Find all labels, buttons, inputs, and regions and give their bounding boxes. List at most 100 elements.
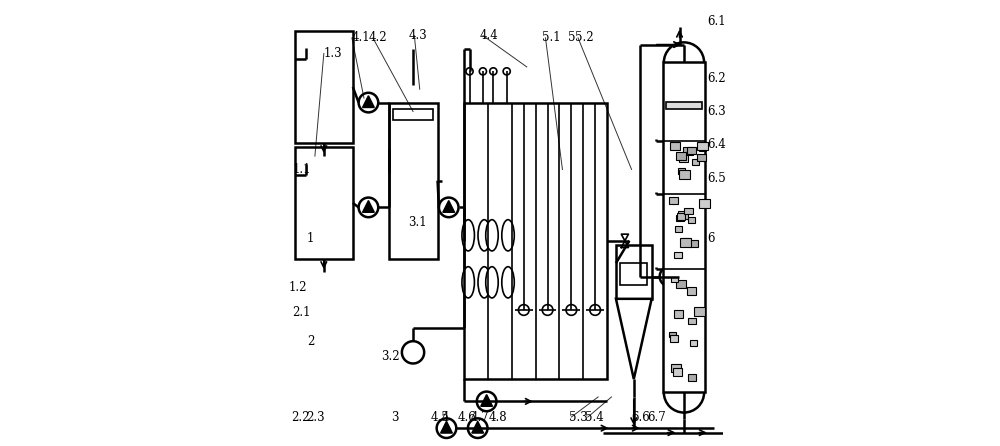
Ellipse shape: [462, 267, 474, 298]
Bar: [295, 31, 353, 143]
Ellipse shape: [462, 220, 474, 251]
Polygon shape: [441, 421, 452, 433]
Text: 5.4: 5.4: [585, 410, 603, 424]
Text: 6.3: 6.3: [707, 105, 726, 118]
Text: 2.2: 2.2: [291, 410, 310, 424]
Bar: [694, 307, 705, 316]
Bar: [692, 159, 699, 165]
Bar: [689, 240, 698, 247]
Circle shape: [359, 93, 378, 112]
Bar: [675, 226, 682, 232]
Circle shape: [477, 392, 496, 411]
Text: 4.8: 4.8: [489, 410, 507, 424]
Text: 3: 3: [391, 410, 398, 424]
Ellipse shape: [486, 220, 498, 251]
Bar: [671, 364, 681, 372]
Text: 5: 5: [568, 31, 575, 45]
Circle shape: [660, 267, 679, 286]
Bar: [699, 199, 710, 208]
Bar: [698, 144, 706, 150]
Text: 4.2: 4.2: [368, 31, 387, 45]
Text: 4.1: 4.1: [352, 31, 371, 45]
Text: 6.7: 6.7: [647, 410, 666, 424]
Bar: [295, 147, 353, 259]
Bar: [676, 153, 686, 160]
Text: 1.1: 1.1: [293, 163, 311, 176]
Circle shape: [466, 68, 473, 75]
Text: 4.5: 4.5: [431, 410, 450, 424]
Bar: [674, 252, 682, 259]
Polygon shape: [363, 201, 374, 212]
Text: 2.1: 2.1: [293, 306, 311, 319]
Polygon shape: [472, 421, 484, 433]
Bar: [393, 109, 433, 120]
Text: 3.1: 3.1: [409, 216, 427, 230]
Text: 4.7: 4.7: [471, 410, 490, 424]
Bar: [677, 213, 685, 220]
Bar: [669, 197, 678, 204]
Text: 6.5: 6.5: [707, 172, 726, 185]
Text: 5.2: 5.2: [575, 31, 594, 45]
Bar: [697, 154, 706, 161]
Bar: [679, 155, 688, 161]
Text: 6.6: 6.6: [632, 410, 650, 424]
Polygon shape: [616, 299, 652, 379]
Circle shape: [479, 68, 486, 75]
Text: 4.4: 4.4: [480, 29, 499, 42]
Circle shape: [437, 418, 456, 438]
Text: 4.6: 4.6: [458, 410, 476, 424]
Circle shape: [359, 198, 378, 217]
Circle shape: [590, 305, 600, 315]
Text: 2: 2: [307, 334, 314, 348]
Circle shape: [439, 198, 459, 217]
Ellipse shape: [478, 220, 490, 251]
Text: 6.2: 6.2: [707, 71, 726, 85]
Polygon shape: [363, 96, 374, 107]
Bar: [676, 280, 686, 288]
Ellipse shape: [502, 220, 514, 251]
Text: 3.2: 3.2: [381, 350, 400, 363]
Bar: [676, 215, 684, 221]
Text: 1: 1: [307, 232, 314, 245]
Bar: [666, 102, 702, 109]
Bar: [678, 168, 685, 174]
Bar: [679, 170, 690, 179]
Bar: [678, 211, 688, 219]
Text: 2.3: 2.3: [306, 410, 325, 424]
Polygon shape: [443, 201, 455, 212]
Bar: [680, 238, 691, 247]
Circle shape: [542, 305, 553, 315]
Ellipse shape: [502, 267, 514, 298]
Bar: [688, 375, 696, 381]
Circle shape: [402, 341, 424, 363]
Bar: [670, 335, 678, 342]
Circle shape: [490, 68, 497, 75]
Text: 5.3: 5.3: [569, 410, 588, 424]
Bar: [669, 332, 676, 337]
Text: 1.3: 1.3: [324, 47, 342, 60]
Bar: [697, 142, 708, 150]
Bar: [688, 217, 695, 223]
Circle shape: [566, 305, 577, 315]
Bar: [673, 368, 682, 376]
Polygon shape: [481, 395, 493, 406]
Ellipse shape: [486, 267, 498, 298]
Bar: [464, 103, 607, 379]
Bar: [388, 103, 438, 259]
Circle shape: [503, 68, 510, 75]
Circle shape: [468, 418, 488, 438]
Text: 4.3: 4.3: [409, 29, 427, 42]
Text: 6.4: 6.4: [707, 138, 726, 152]
Bar: [687, 287, 696, 295]
Bar: [616, 245, 652, 299]
Text: 6: 6: [707, 232, 715, 245]
Bar: [670, 142, 680, 150]
Text: 5.1: 5.1: [542, 31, 561, 45]
Bar: [671, 277, 678, 282]
Bar: [683, 147, 693, 155]
Bar: [699, 145, 706, 151]
Text: 4: 4: [442, 410, 450, 424]
Bar: [688, 318, 696, 324]
Bar: [682, 238, 689, 244]
Text: 6.1: 6.1: [707, 15, 726, 28]
